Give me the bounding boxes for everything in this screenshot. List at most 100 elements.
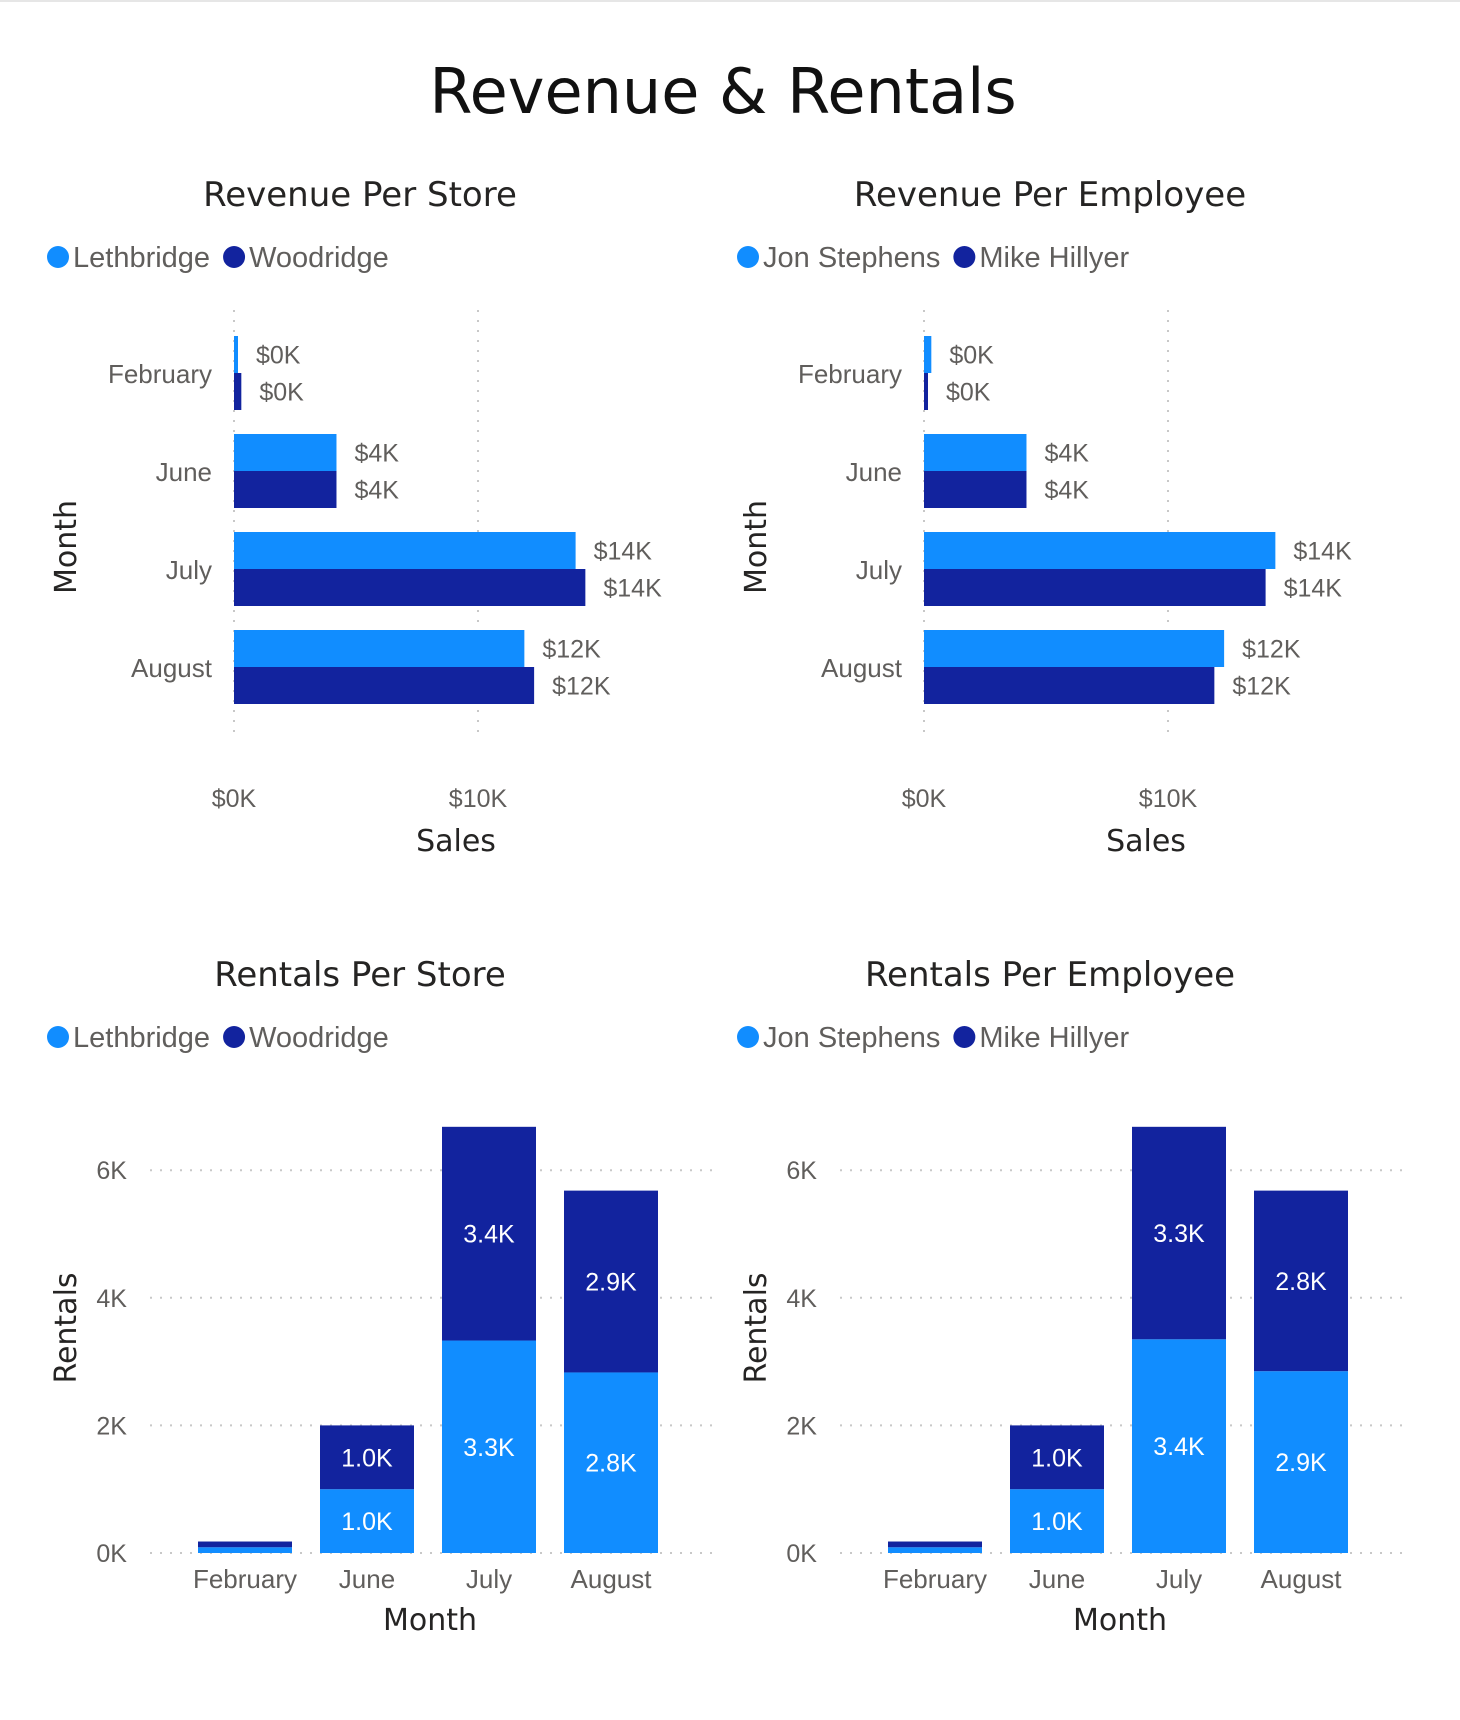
- bar-woodridge-february[interactable]: [234, 373, 242, 410]
- bar-jon-stephens-june[interactable]: [1010, 1489, 1104, 1553]
- bar-woodridge-july[interactable]: [234, 569, 586, 606]
- rentals-per-store-chart[interactable]: Rentals Per Store Lethbridge Woodridge 0K 2K…: [0, 940, 712, 1720]
- revenue-per-employee-svg: Revenue Per Employee Jon Stephens Mike Hil…: [737, 175, 1352, 859]
- data-label: 3.4K: [1153, 1433, 1205, 1461]
- bar-jon-stephens-february[interactable]: [924, 336, 932, 373]
- y-axis-title: Month: [49, 500, 84, 594]
- legend-marker-jon-stephens[interactable]: [737, 1026, 759, 1048]
- bar-lethbridge-july[interactable]: [234, 532, 576, 569]
- bar-jon-stephens-july[interactable]: [1132, 1339, 1226, 1553]
- data-label: $0K: [259, 379, 304, 407]
- bar-woodridge-august[interactable]: [234, 667, 535, 704]
- bar-mike-hillyer-february[interactable]: [888, 1541, 982, 1548]
- data-label: $12K: [552, 673, 611, 701]
- legend-label-jon-stephens[interactable]: Jon Stephens: [763, 242, 940, 274]
- data-label: $14K: [1284, 575, 1343, 603]
- legend-marker-mike-hillyer[interactable]: [953, 1026, 976, 1048]
- bar-mike-hillyer-july[interactable]: [924, 569, 1266, 606]
- top-border: [0, 0, 1460, 2]
- y-tick-label: 4K: [96, 1285, 127, 1313]
- data-label: $12K: [542, 636, 601, 664]
- bar-lethbridge-june[interactable]: [234, 434, 337, 471]
- bar-mike-hillyer-june[interactable]: [1010, 1425, 1104, 1490]
- data-label: $12K: [1232, 673, 1291, 701]
- bar-jon-stephens-july[interactable]: [924, 532, 1276, 569]
- bar-mike-hillyer-july[interactable]: [1132, 1126, 1226, 1340]
- bar-jon-stephens-august[interactable]: [924, 630, 1225, 667]
- y-tick-label: 0K: [786, 1540, 817, 1568]
- y-axis-title: Rentals: [49, 1272, 84, 1383]
- legend-marker-woodridge[interactable]: [223, 246, 246, 268]
- revenue-per-store-svg: Revenue Per Store Lethbridge Woodridge $0K $…: [47, 175, 662, 859]
- x-axis-title: Sales: [416, 824, 496, 859]
- y-axis-title: Month: [739, 500, 774, 594]
- bar-woodridge-february[interactable]: [198, 1541, 292, 1548]
- chart-title: Rentals Per Employee: [865, 955, 1235, 995]
- report-title: Revenue & Rentals: [429, 55, 1017, 128]
- legend-label-lethbridge[interactable]: Lethbridge: [73, 1022, 210, 1054]
- y-category-label: August: [821, 653, 903, 683]
- x-category-label: February: [193, 1564, 297, 1594]
- bar-jon-stephens-august[interactable]: [1254, 1371, 1348, 1553]
- rentals-per-employee-svg: Rentals Per Employee Jon Stephens Mike Hil…: [737, 955, 1402, 1638]
- legend-label-mike-hillyer[interactable]: Mike Hillyer: [979, 242, 1129, 274]
- bar-lethbridge-july[interactable]: [442, 1340, 536, 1553]
- bar-woodridge-june[interactable]: [320, 1425, 414, 1490]
- y-tick-label: 2K: [96, 1412, 127, 1440]
- data-label: 3.4K: [463, 1221, 515, 1249]
- legend-marker-mike-hillyer[interactable]: [953, 246, 976, 268]
- bar-woodridge-june[interactable]: [234, 471, 337, 508]
- y-category-label: July: [856, 555, 902, 585]
- x-axis-title: Sales: [1106, 824, 1186, 859]
- bar-lethbridge-august[interactable]: [564, 1372, 658, 1553]
- legend-marker-woodridge[interactable]: [223, 1026, 246, 1048]
- bar-lethbridge-august[interactable]: [234, 630, 525, 667]
- x-axis-title: Month: [383, 1603, 477, 1638]
- legend-label-woodridge[interactable]: Woodridge: [249, 1022, 389, 1054]
- bar-mike-hillyer-august[interactable]: [1254, 1190, 1348, 1372]
- data-label: $0K: [946, 379, 991, 407]
- x-category-label: June: [1029, 1564, 1085, 1594]
- y-tick-label: 2K: [786, 1412, 817, 1440]
- data-label: 1.0K: [341, 1508, 393, 1536]
- x-category-label: August: [1261, 1564, 1343, 1594]
- bar-woodridge-august[interactable]: [564, 1190, 658, 1373]
- data-label: 1.0K: [341, 1444, 393, 1472]
- bar-jon-stephens-february[interactable]: [888, 1547, 982, 1553]
- data-label: $0K: [949, 342, 994, 370]
- legend-label-woodridge[interactable]: Woodridge: [249, 242, 389, 274]
- y-category-label: February: [108, 359, 212, 389]
- chart-title: Revenue Per Employee: [854, 175, 1246, 215]
- data-label: $14K: [603, 575, 662, 603]
- legend-label-lethbridge[interactable]: Lethbridge: [73, 242, 210, 274]
- rentals-per-employee-chart[interactable]: Rentals Per Employee Jon Stephens Mike Hil…: [690, 940, 1402, 1720]
- bar-lethbridge-february[interactable]: [234, 336, 238, 373]
- revenue-per-store-chart[interactable]: Revenue Per Store Lethbridge Woodridge $0K $…: [0, 160, 700, 940]
- data-label: $4K: [1044, 440, 1089, 468]
- bar-mike-hillyer-february[interactable]: [924, 373, 928, 410]
- legend-label-jon-stephens[interactable]: Jon Stephens: [763, 1022, 940, 1054]
- data-label: $0K: [256, 342, 301, 370]
- y-tick-label: 6K: [96, 1157, 127, 1185]
- legend-marker-lethbridge[interactable]: [47, 1026, 69, 1048]
- data-label: 2.8K: [585, 1450, 637, 1478]
- bar-lethbridge-february[interactable]: [198, 1547, 292, 1553]
- data-label: $14K: [594, 538, 653, 566]
- legend-marker-lethbridge[interactable]: [47, 246, 69, 268]
- y-category-label: February: [798, 359, 902, 389]
- data-label: 1.0K: [1031, 1508, 1083, 1536]
- legend-label-mike-hillyer[interactable]: Mike Hillyer: [979, 1022, 1129, 1054]
- bar-jon-stephens-june[interactable]: [924, 434, 1027, 471]
- x-category-label: July: [466, 1564, 512, 1594]
- revenue-per-employee-chart[interactable]: Revenue Per Employee Jon Stephens Mike Hil…: [690, 160, 1390, 940]
- data-label: 3.3K: [463, 1434, 515, 1462]
- bar-woodridge-july[interactable]: [442, 1126, 536, 1341]
- data-label: $14K: [1293, 538, 1352, 566]
- data-label: 2.9K: [1275, 1449, 1327, 1477]
- bar-lethbridge-june[interactable]: [320, 1489, 414, 1553]
- data-label: $4K: [354, 440, 399, 468]
- legend-marker-jon-stephens[interactable]: [737, 246, 759, 268]
- bar-mike-hillyer-june[interactable]: [924, 471, 1027, 508]
- bar-mike-hillyer-august[interactable]: [924, 667, 1215, 704]
